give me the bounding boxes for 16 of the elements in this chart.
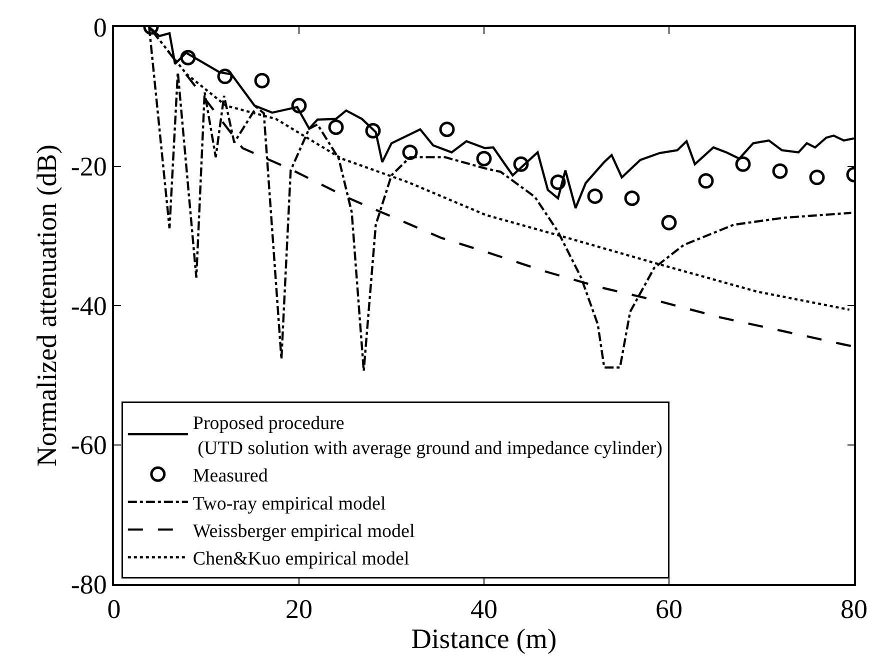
legend-label: Chen&Kuo empirical model bbox=[192, 548, 410, 570]
y-axis-title: Normalized attenuation (dB) bbox=[32, 144, 64, 466]
x-tick-label: 20 bbox=[286, 594, 312, 624]
y-tick-label: -40 bbox=[70, 290, 107, 321]
x-axis-title: Distance (m) bbox=[411, 624, 557, 656]
x-tick-label: 80 bbox=[840, 594, 868, 624]
x-tick-label: 40 bbox=[470, 594, 498, 624]
legend-label: Two-ray empirical model bbox=[192, 493, 386, 514]
y-tick-label: -60 bbox=[70, 430, 107, 460]
y-tick-label: 0 bbox=[93, 12, 107, 42]
y-tick-label: -20 bbox=[70, 152, 107, 182]
legend-label: Weissberger empirical model bbox=[192, 520, 415, 542]
x-tick-label: 60 bbox=[656, 594, 682, 624]
legend-label: Proposed procedure (UTD solution with average ground and impedance cylinder) bbox=[192, 413, 662, 459]
legend-label: Measured bbox=[192, 466, 268, 487]
y-tick-label: -80 bbox=[70, 569, 107, 600]
